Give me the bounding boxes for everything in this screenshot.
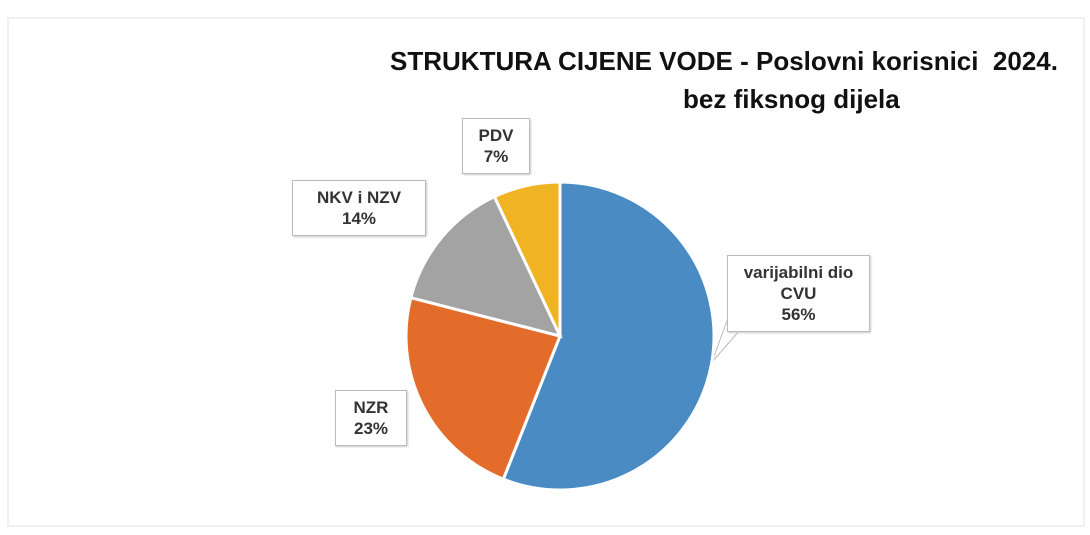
label-category: varijabilni dio CVU <box>743 263 854 303</box>
pie-slice <box>492 180 562 337</box>
label-category: NZR <box>353 398 389 417</box>
chart-title: STRUKTURA CIJENE VODE - Poslovni korisni… <box>390 46 1058 76</box>
data-label: varijabilni dio CVU 56% <box>727 255 870 332</box>
data-label: NZR 23% <box>335 390 407 446</box>
data-label: PDV 7% <box>462 118 530 174</box>
pie-slice <box>409 194 563 339</box>
pie-slice <box>404 295 563 482</box>
label-value: 56% <box>781 305 816 324</box>
label-category: PDV <box>478 126 514 145</box>
pie-slice <box>501 180 716 492</box>
label-value: 7% <box>483 147 509 166</box>
label-value: 23% <box>353 419 389 438</box>
data-label: NKV i NZV 14% <box>292 180 426 236</box>
frame <box>7 17 1085 527</box>
chart-subtitle: bez fiksnog dijela <box>683 84 900 114</box>
label-category: NKV i NZV <box>316 188 402 207</box>
label-value: 14% <box>341 209 377 228</box>
